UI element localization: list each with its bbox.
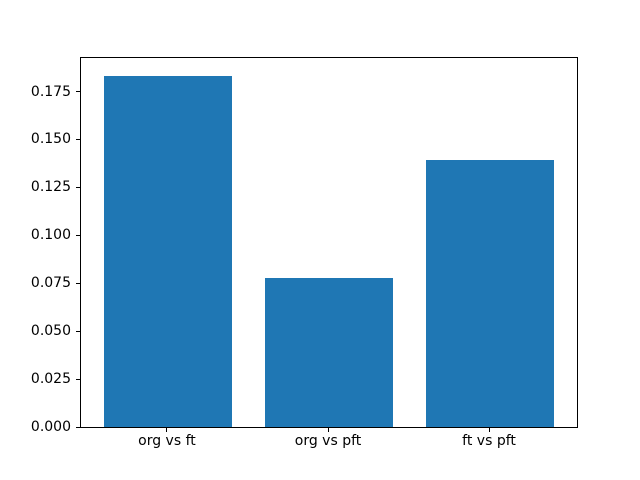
y-tick-label: 0.100 bbox=[30, 227, 71, 244]
x-tick-mark bbox=[327, 428, 329, 432]
y-tick-mark bbox=[76, 234, 80, 236]
y-tick-label: 0.075 bbox=[30, 275, 71, 292]
bar-org-vs-ft bbox=[103, 75, 233, 427]
x-tick-mark bbox=[166, 428, 168, 432]
y-tick-mark bbox=[76, 138, 80, 140]
y-tick-mark bbox=[76, 186, 80, 188]
x-tick-label: ft vs pft bbox=[462, 433, 516, 449]
y-tick-label: 0.000 bbox=[30, 419, 71, 435]
y-tick-label: 0.150 bbox=[30, 131, 71, 148]
y-tick-mark bbox=[76, 330, 80, 332]
bar-org-vs-pft bbox=[264, 277, 394, 427]
y-tick-mark bbox=[76, 426, 80, 428]
y-tick-mark bbox=[76, 378, 80, 380]
y-tick-label: 0.125 bbox=[30, 179, 71, 196]
plot-area bbox=[80, 57, 578, 428]
x-tick-mark bbox=[488, 428, 490, 432]
x-tick-label: org vs pft bbox=[294, 433, 362, 449]
y-tick-label: 0.175 bbox=[30, 83, 71, 100]
bar-ft-vs-pft bbox=[425, 159, 555, 427]
y-tick-label: 0.025 bbox=[30, 371, 71, 388]
x-tick-label: org vs ft bbox=[138, 433, 196, 449]
y-tick-mark bbox=[76, 282, 80, 284]
y-tick-mark bbox=[76, 91, 80, 93]
y-tick-label: 0.050 bbox=[30, 323, 71, 340]
